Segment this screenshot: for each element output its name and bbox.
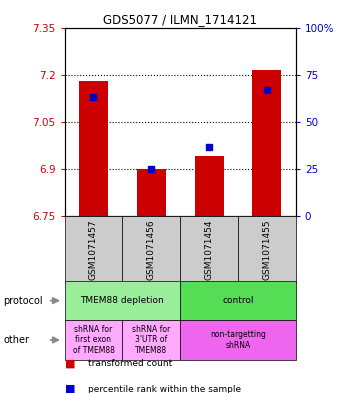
Bar: [65, 281, 180, 320]
Bar: [252, 70, 281, 216]
Text: ■: ■: [65, 384, 75, 393]
Text: control: control: [222, 296, 254, 305]
Bar: [137, 169, 166, 216]
Text: protocol: protocol: [3, 296, 43, 306]
Bar: [180, 320, 296, 360]
Bar: [180, 216, 238, 283]
Text: GSM1071455: GSM1071455: [262, 219, 271, 280]
Text: TMEM88 depletion: TMEM88 depletion: [81, 296, 164, 305]
Text: percentile rank within the sample: percentile rank within the sample: [88, 385, 241, 393]
Bar: [79, 81, 108, 216]
Text: shRNA for
3'UTR of
TMEM88: shRNA for 3'UTR of TMEM88: [132, 325, 170, 355]
Text: GSM1071456: GSM1071456: [147, 219, 156, 280]
Bar: [238, 216, 296, 283]
Text: GSM1071454: GSM1071454: [205, 219, 214, 280]
Text: transformed count: transformed count: [88, 359, 173, 368]
Bar: [122, 320, 180, 360]
Bar: [194, 156, 223, 216]
Text: shRNA for
first exon
of TMEM88: shRNA for first exon of TMEM88: [72, 325, 115, 355]
Text: ■: ■: [65, 358, 75, 369]
Title: GDS5077 / ILMN_1714121: GDS5077 / ILMN_1714121: [103, 13, 257, 26]
Text: GSM1071457: GSM1071457: [89, 219, 98, 280]
Text: non-targetting
shRNA: non-targetting shRNA: [210, 330, 266, 350]
Bar: [122, 216, 180, 283]
Bar: [180, 281, 296, 320]
Text: other: other: [3, 335, 29, 345]
Bar: [65, 216, 122, 283]
Bar: [65, 320, 122, 360]
